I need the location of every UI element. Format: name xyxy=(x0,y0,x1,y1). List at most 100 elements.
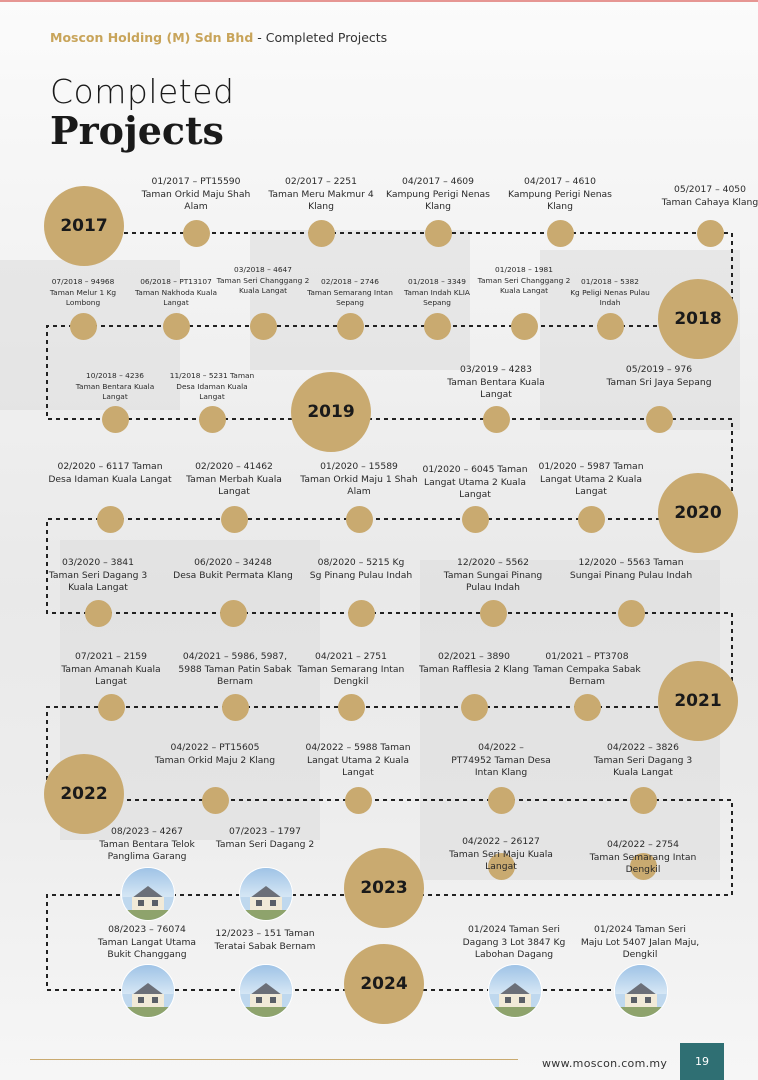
project-code: 04/2022 – 5988 Taman xyxy=(305,742,411,753)
project-code: 12/2023 – 151 Taman xyxy=(215,928,315,939)
project-code: 04/2022 – 2754 xyxy=(607,839,679,850)
year-badge-2017: 2017 xyxy=(44,186,124,266)
timeline-dot xyxy=(347,599,375,627)
house-photo xyxy=(614,964,668,1018)
project-code: 04/2022 – 3826 xyxy=(607,742,679,753)
house-photo xyxy=(121,867,175,921)
project-name: Sg Pinang Pulau Indah xyxy=(309,569,413,581)
timeline-dot xyxy=(629,852,657,880)
project-label: 12/2020 – 5562 Taman Sungai Pinang Pulau … xyxy=(431,557,555,595)
title-line-2: Projects xyxy=(50,108,224,153)
project-name: Taman Bentara Kuala Langat xyxy=(75,381,155,402)
timeline-dot xyxy=(84,599,112,627)
project-code: 04/2017 – 4609 xyxy=(402,176,474,187)
project-label: 01/2017 – PT15590 Taman Orkid Maju Shah A… xyxy=(134,176,258,214)
timeline-dot xyxy=(249,312,277,340)
project-code: 02/2017 – 2251 xyxy=(285,176,357,187)
project-label: 07/2023 – 1797 Taman Seri Dagang 2 xyxy=(203,826,327,851)
timeline-dot xyxy=(629,786,657,814)
project-label: 04/2017 – 4609 Kampung Perigi Nenas Klang xyxy=(376,176,500,214)
project-name: Taman Orkid Maju Shah Alam xyxy=(141,188,251,213)
project-name: Taman Seri Dagang 3 Kuala Langat xyxy=(48,569,148,594)
project-code: 02/2018 – 2746 xyxy=(321,277,379,286)
project-code: 11/2018 – 5231 Taman xyxy=(169,371,255,380)
header-separator: - xyxy=(253,30,266,45)
project-label: 01/2024 Taman Seri Dagang 3 Lot 3847 Kg L… xyxy=(452,924,576,962)
project-name: Taman Seri Maju Kuala Langat xyxy=(449,848,553,873)
timeline-dot xyxy=(201,786,229,814)
year-badge-2024: 2024 xyxy=(344,944,424,1024)
project-code: 01/2024 Taman Seri xyxy=(468,924,560,935)
company-name: Moscon Holding (M) Sdn Bhd xyxy=(50,30,254,45)
project-code: 01/2020 – 5987 Taman xyxy=(538,461,644,472)
project-label: 03/2020 – 3841 Taman Seri Dagang 3 Kuala … xyxy=(36,557,160,595)
year-badge-2019: 2019 xyxy=(291,372,371,452)
project-name: Langat Utama 2 Kuala Langat xyxy=(540,473,642,498)
project-name: Taman Seri Changgang 2 Kuala Langat xyxy=(477,275,571,296)
project-code: 04/2021 – 2751 xyxy=(315,651,387,662)
timeline-dot xyxy=(336,312,364,340)
page-number: 19 xyxy=(680,1043,724,1080)
project-name: Taman Rafflesia 2 Klang xyxy=(419,663,529,675)
project-name: Kampung Perigi Nenas Klang xyxy=(386,188,490,213)
project-name: Taman Orkid Maju 1 Shah Alam xyxy=(300,473,418,498)
house-photo xyxy=(239,867,293,921)
website-url[interactable]: www.moscon.com.my xyxy=(542,1057,668,1070)
project-code: 12/2020 – 5563 Taman xyxy=(578,557,684,568)
project-code: 08/2023 – 4267 xyxy=(111,826,183,837)
project-label: 04/2022 – 26127 Taman Seri Maju Kuala Lan… xyxy=(439,836,563,874)
project-name: Kampung Perigi Nenas Klang xyxy=(508,188,612,213)
project-code: 01/2017 – PT15590 xyxy=(151,176,241,187)
timeline-dot xyxy=(97,693,125,721)
year-badge-2020: 2020 xyxy=(658,473,738,553)
timeline-dot xyxy=(307,219,335,247)
house-photo xyxy=(121,964,175,1018)
year-badge-2022: 2022 xyxy=(44,754,124,834)
project-code: 01/2024 Taman Seri xyxy=(594,924,686,935)
project-name: Desa Bukit Permata Klang xyxy=(173,569,293,581)
timeline-dot xyxy=(344,786,372,814)
project-code: 07/2023 – 1797 xyxy=(229,826,301,837)
project-code: 03/2019 – 4283 xyxy=(460,364,532,375)
timeline-dot xyxy=(337,693,365,721)
project-name: Taman Cahaya Klang xyxy=(661,196,758,208)
timeline-dot xyxy=(461,505,489,533)
project-name: Taman Nakhoda Kuala Langat xyxy=(135,287,217,308)
project-name: Taman Sri Jaya Sepang xyxy=(606,376,712,388)
project-label: 05/2017 – 4050 Taman Cahaya Klang xyxy=(648,184,758,209)
project-label: 08/2023 – 76074 Taman Langat Utama Bukit … xyxy=(85,924,209,962)
project-code: 04/2022 – xyxy=(478,742,524,753)
title-line-1: Completed xyxy=(50,72,235,111)
timeline-dot xyxy=(162,312,190,340)
timeline-dot xyxy=(617,599,645,627)
project-label: 12/2020 – 5563 Taman Sungai Pinang Pulau … xyxy=(569,557,693,582)
project-label: 01/2020 – 15589 Taman Orkid Maju 1 Shah A… xyxy=(297,461,421,499)
project-label: 04/2022 – PT15605 Taman Orkid Maju 2 Klan… xyxy=(153,742,277,767)
project-label: 04/2021 – 5986, 5987, 5988 Taman Patin Sa… xyxy=(173,651,297,689)
project-name: Taman Semarang Intan Dengkil xyxy=(589,851,697,876)
project-name: Taman Orkid Maju 2 Klang xyxy=(154,754,276,766)
project-name: Taman Langat Utama Bukit Changgang xyxy=(97,936,197,961)
project-label: 08/2020 – 5215 Kg Sg Pinang Pulau Indah xyxy=(299,557,423,582)
timeline-dot xyxy=(460,693,488,721)
timeline-dot xyxy=(219,599,247,627)
project-name: Desa Idaman Kuala Langat xyxy=(176,381,248,402)
project-name: Taman Meru Makmur 4 Klang xyxy=(268,188,374,213)
project-label: 01/2018 – 3349 Taman Indah KLIA Sepang xyxy=(389,277,485,309)
project-name: Maju Lot 5407 Jalan Maju, Dengkil xyxy=(580,936,700,961)
header-section: Completed Projects xyxy=(265,30,388,45)
project-label: 07/2021 – 2159 Taman Amanah Kuala Langat xyxy=(49,651,173,689)
timeline-dot xyxy=(423,312,451,340)
page-header: Moscon Holding (M) Sdn Bhd - Completed P… xyxy=(50,30,387,45)
project-name: Langat Utama 2 Kuala Langat xyxy=(307,754,409,779)
project-label: 03/2019 – 4283 Taman Bentara Kuala Langat xyxy=(434,364,558,402)
project-label: 04/2022 – 3826 Taman Seri Dagang 3 Kuala … xyxy=(581,742,705,780)
project-label: 11/2018 – 5231 Taman Desa Idaman Kuala La… xyxy=(164,371,260,403)
project-code: 04/2021 – 5986, 5987, xyxy=(182,651,288,662)
timeline-dot xyxy=(487,852,515,880)
project-label: 03/2018 – 4647 Taman Seri Changgang 2 Kua… xyxy=(215,265,311,297)
project-name: Taman Bentara Kuala Langat xyxy=(447,376,545,401)
project-label: 06/2018 – PT13107 Taman Nakhoda Kuala Lan… xyxy=(128,277,224,309)
project-label: 07/2018 – 94968 Taman Melur 1 Kg Lombong xyxy=(35,277,131,309)
project-code: 01/2018 – 1981 xyxy=(495,265,553,274)
